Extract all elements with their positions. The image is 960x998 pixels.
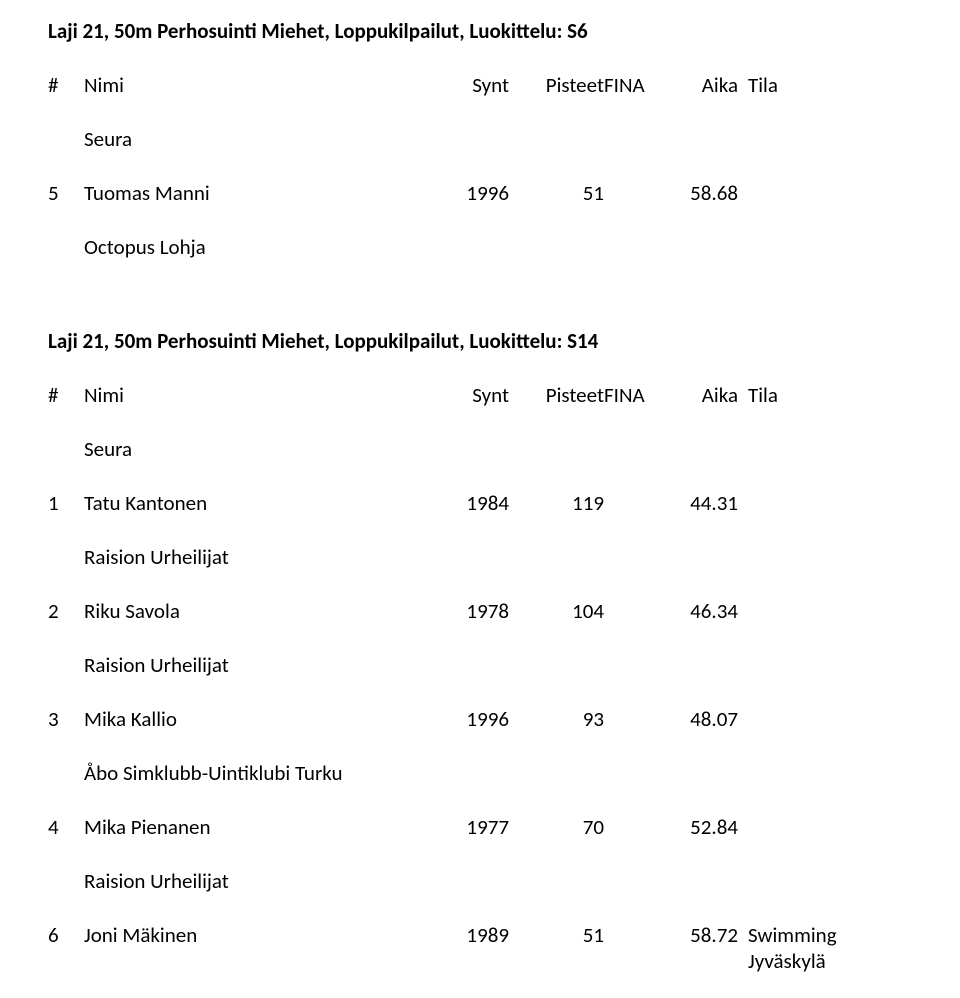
cell-name: Joni Mäkinen [84,922,414,948]
cell-name: Tuomas Manni [84,180,414,206]
table-row: 1 Tatu Kantonen 1984 119 44.31 [48,490,912,516]
cell-time: 48.07 [644,706,738,732]
cell-points: 70 [509,814,604,840]
header-points: Pisteet [509,382,604,408]
header-name: Nimi [84,72,414,98]
header-year: Synt [414,382,509,408]
cell-status: Swimming Jyväskylä [738,922,912,974]
cell-points: 51 [509,180,604,206]
table-row: 5 Tuomas Manni 1996 51 58.68 [48,180,912,206]
cell-club: Octopus Lohja [48,234,912,260]
cell-year: 1977 [414,814,509,840]
cell-year: 1996 [414,180,509,206]
table-row: 3 Mika Kallio 1996 93 48.07 [48,706,912,732]
header-name: Nimi [84,382,414,408]
cell-name: Riku Savola [84,598,414,624]
header-year: Synt [414,72,509,98]
cell-time: 52.84 [644,814,738,840]
table-header: # Nimi Synt Pisteet FINA Aika Tila [48,72,912,98]
cell-rank: 3 [48,706,84,732]
table-row: 4 Mika Pienanen 1977 70 52.84 [48,814,912,840]
cell-year: 1989 [414,922,509,948]
cell-club: Raision Urheilijat [48,544,912,570]
header-status: Tila [738,382,912,408]
header-time: Aika [644,72,738,98]
page: Laji 21, 50m Perhosuinti Miehet, Loppuki… [0,0,960,998]
cell-rank: 6 [48,922,84,948]
cell-name: Mika Pienanen [84,814,414,840]
cell-points: 119 [509,490,604,516]
cell-rank: 4 [48,814,84,840]
header-rank: # [48,72,84,98]
cell-year: 1996 [414,706,509,732]
cell-time: 44.31 [644,490,738,516]
cell-year: 1984 [414,490,509,516]
header-club: Seura [48,126,912,152]
section-title: Laji 21, 50m Perhosuinti Miehet, Loppuki… [48,328,912,354]
cell-club: Raision Urheilijat [48,868,912,894]
header-fina: FINA [604,382,644,408]
table-row: 6 Joni Mäkinen 1989 51 58.72 Swimming Jy… [48,922,912,974]
cell-club: Raision Urheilijat [48,652,912,678]
table-row: 2 Riku Savola 1978 104 46.34 [48,598,912,624]
header-points: Pisteet [509,72,604,98]
cell-rank: 5 [48,180,84,206]
table-header: # Nimi Synt Pisteet FINA Aika Tila [48,382,912,408]
header-time: Aika [644,382,738,408]
cell-name: Tatu Kantonen [84,490,414,516]
cell-time: 58.72 [644,922,738,948]
cell-points: 104 [509,598,604,624]
header-fina: FINA [604,72,644,98]
header-club: Seura [48,436,912,462]
cell-rank: 2 [48,598,84,624]
cell-name: Mika Kallio [84,706,414,732]
cell-rank: 1 [48,490,84,516]
cell-year: 1978 [414,598,509,624]
cell-points: 93 [509,706,604,732]
cell-time: 58.68 [644,180,738,206]
cell-club: Åbo Simklubb-Uintiklubi Turku [48,760,912,786]
header-status: Tila [738,72,912,98]
header-rank: # [48,382,84,408]
cell-time: 46.34 [644,598,738,624]
cell-points: 51 [509,922,604,948]
section-title: Laji 21, 50m Perhosuinti Miehet, Loppuki… [48,18,912,44]
